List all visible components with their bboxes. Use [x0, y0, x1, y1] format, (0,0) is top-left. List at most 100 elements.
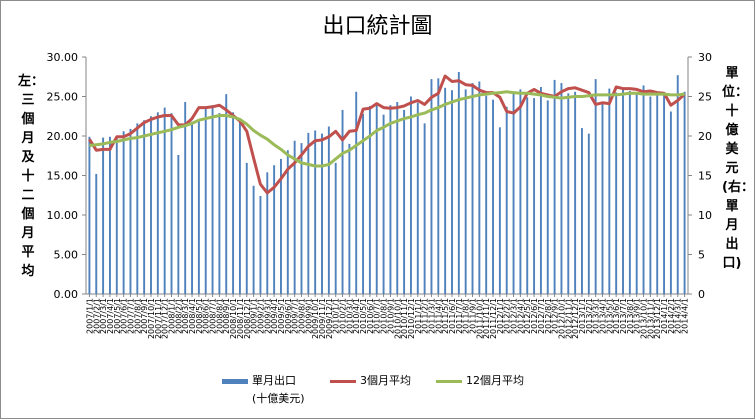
bar [581, 128, 583, 294]
bar [560, 83, 563, 294]
x-tick-label: 2010/3/1 [345, 298, 354, 334]
bar [519, 89, 522, 294]
bar [102, 137, 105, 294]
x-tick-label: 2008/10/1 [229, 298, 238, 339]
bar [505, 106, 508, 295]
bar [628, 90, 631, 294]
bar [663, 94, 666, 294]
legend-swatch-3m [330, 379, 356, 383]
bar [88, 136, 91, 294]
bar [252, 185, 255, 294]
bar [204, 107, 207, 294]
x-tick-label: 2010/12/1 [407, 298, 416, 339]
x-tick-label: 2011/2/1 [421, 298, 430, 334]
right-tick-label: 20 [698, 130, 712, 143]
bar [150, 116, 152, 294]
bar [457, 72, 460, 294]
right-tick-label: 10 [698, 209, 712, 222]
x-tick-label: 2011/3/1 [427, 298, 436, 334]
x-tick-label: 2011/12/1 [489, 298, 498, 339]
legend-item-12m-avg: 12個月平均 [436, 372, 524, 388]
x-tick-label: 2010/8/1 [380, 298, 389, 334]
right-tick-label: 0 [698, 288, 705, 301]
bar [382, 114, 385, 294]
bar [512, 91, 515, 294]
bar [437, 78, 440, 294]
bar [191, 121, 193, 294]
bar [492, 99, 494, 294]
x-tick-label: 2009/12/1 [325, 298, 334, 339]
bar [327, 126, 330, 295]
bar [245, 162, 248, 294]
bar [533, 98, 536, 294]
x-tick-label: 2014/2/1 [667, 298, 676, 334]
x-tick-label: 2013/7/1 [619, 298, 628, 334]
bar [259, 196, 262, 294]
x-tick-label: 2007/1/1 [85, 298, 94, 334]
bar [177, 154, 180, 294]
bar [211, 105, 214, 294]
bar [574, 91, 577, 294]
x-tick-label: 2008/11/1 [236, 298, 245, 339]
x-tick-label: 2012/7/1 [537, 298, 546, 334]
x-tick-label: 2008/4/1 [188, 298, 197, 334]
chart-title: 出口統計圖 [322, 14, 433, 39]
bar [635, 93, 638, 294]
bar [368, 105, 371, 294]
bar [649, 96, 652, 294]
x-tick-label: 2011/6/1 [448, 298, 457, 334]
right-tick-label: 5 [698, 249, 705, 262]
x-tick-label: 2011/4/1 [434, 298, 443, 334]
x-tick-label: 2011/1/1 [414, 298, 423, 334]
left-tick-label: 30.00 [47, 51, 79, 64]
bar [567, 93, 570, 294]
bar [471, 83, 474, 294]
legend-sublabel-bars: (十億美元) [252, 392, 305, 405]
x-tick-label: 2012/2/1 [503, 298, 512, 334]
left-tick-label: 0.00 [54, 288, 79, 301]
x-tick-label: 2007/12/1 [161, 298, 170, 339]
legend-swatch-12m [436, 379, 462, 383]
bar [362, 113, 365, 294]
x-tick-label: 2013/1/1 [578, 298, 587, 334]
bar [587, 133, 590, 294]
bar [293, 140, 296, 294]
x-tick-label: 2008/12/1 [243, 298, 252, 339]
bar [669, 111, 672, 294]
x-tick-label: 2007/3/1 [99, 298, 108, 334]
x-tick-label: 2014/3/1 [674, 298, 683, 334]
x-tick-label: 2013/10/1 [640, 298, 649, 339]
left-tick-label: 25.00 [47, 91, 79, 104]
left-tick-label: 10.00 [47, 209, 79, 222]
x-tick-label: 2007/7/1 [126, 298, 135, 334]
left-tick-label: 20.00 [47, 130, 79, 143]
x-tick-label: 2008/3/1 [181, 298, 190, 334]
x-tick-label: 2007/10/1 [147, 298, 156, 339]
right-tick-label: 25 [698, 91, 712, 104]
left-axis-label: 左：三個月及十二個月平均 [18, 74, 45, 279]
x-tick-label: 2010/10/1 [393, 298, 402, 339]
bar [594, 79, 597, 295]
bar [539, 87, 542, 295]
x-tick-label: 2012/6/1 [530, 298, 539, 334]
bar [498, 127, 501, 294]
legend-label-bars: 單月出口 [252, 374, 296, 387]
x-tick-label: 2008/7/1 [209, 298, 218, 334]
bar [197, 120, 200, 295]
x-tick-label: 2007/6/1 [120, 298, 129, 334]
bar [266, 172, 269, 294]
x-tick-label: 2013/4/1 [598, 298, 607, 334]
x-tick-label: 2008/2/1 [174, 298, 183, 334]
bar [95, 173, 98, 294]
x-tick-label: 2011/8/1 [462, 298, 471, 334]
bar [444, 87, 447, 294]
bar [300, 143, 303, 294]
x-tick-label: 2013/11/1 [646, 298, 655, 339]
bar [280, 158, 282, 294]
legend-item-monthly-exports: 單月出口 (十億美元) [222, 372, 305, 406]
bar [642, 85, 645, 294]
bar [115, 136, 118, 294]
bar [416, 102, 419, 294]
x-tick-label: 2010/11/1 [400, 298, 409, 339]
